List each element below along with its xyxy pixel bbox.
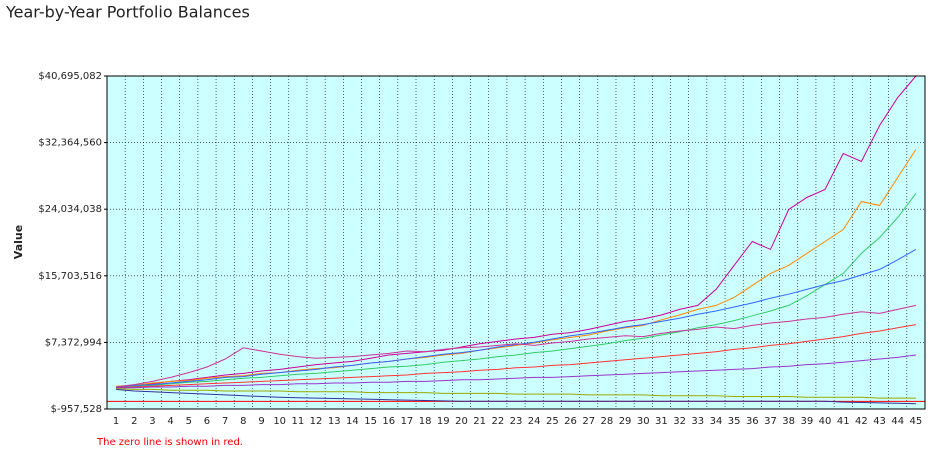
series-line: [116, 354, 916, 389]
x-tick-label: 7: [222, 416, 228, 427]
x-tick-label: 45: [910, 416, 923, 427]
x-tick-label: 40: [819, 416, 832, 427]
y-tick-label: $24,034,038: [38, 204, 102, 215]
x-tick-label: 29: [619, 416, 632, 427]
series-line: [116, 388, 916, 405]
x-tick-label: 26: [564, 416, 577, 427]
y-tick-label: $7,372,994: [45, 337, 102, 348]
x-tick-label: 15: [364, 416, 377, 427]
x-tick-label: 25: [546, 416, 559, 427]
x-tick-label: 6: [204, 416, 210, 427]
x-tick-label: 31: [655, 416, 668, 427]
x-tick-label: 21: [473, 416, 486, 427]
x-tick-label: 1: [113, 416, 119, 427]
x-tick-label: 33: [691, 416, 704, 427]
x-tick-label: 30: [637, 416, 650, 427]
x-tick-label: 22: [491, 416, 504, 427]
x-tick-label: 23: [510, 416, 523, 427]
x-tick-label: 10: [273, 416, 286, 427]
x-tick-label: 4: [167, 416, 173, 427]
x-tick-label: 13: [328, 416, 341, 427]
x-tick-label: 17: [401, 416, 414, 427]
series-line: [116, 324, 916, 389]
x-tick-label: 12: [310, 416, 323, 427]
x-tick-label: 43: [873, 416, 886, 427]
x-tick-label: 27: [582, 416, 595, 427]
x-tick-label: 11: [291, 416, 304, 427]
plot-border: [106, 75, 926, 410]
y-tick-label: $32,364,560: [38, 138, 102, 149]
x-tick-label: 41: [837, 416, 850, 427]
x-tick-label: 28: [601, 416, 614, 427]
y-tick-label: $-957,528: [51, 404, 102, 415]
series-line: [116, 193, 917, 389]
x-tick-label: 35: [728, 416, 741, 427]
series-line: [116, 149, 917, 387]
x-tick-label: 2: [131, 416, 137, 427]
y-tick-label: $15,703,516: [38, 271, 102, 282]
x-tick-label: 38: [782, 416, 795, 427]
x-tick-label: 3: [149, 416, 155, 427]
y-axis-label: Value: [12, 225, 25, 259]
x-tick-label: 42: [855, 416, 868, 427]
x-tick-label: 32: [673, 416, 686, 427]
x-tick-label: 8: [240, 416, 246, 427]
x-tick-label: 5: [186, 416, 192, 427]
x-tick-label: 44: [891, 416, 904, 427]
x-tick-label: 14: [346, 416, 359, 427]
x-tick-label: 16: [382, 416, 395, 427]
chart-title: Year-by-Year Portfolio Balances: [5, 3, 250, 22]
x-tick-label: 20: [455, 416, 468, 427]
x-tick-label: 37: [764, 416, 777, 427]
x-tick-label: 39: [800, 416, 813, 427]
footnote: The zero line is shown in red.: [96, 437, 243, 448]
series-line: [116, 248, 917, 388]
y-tick-label: $40,695,082: [38, 71, 102, 82]
x-tick-label: 24: [528, 416, 541, 427]
x-tick-label: 36: [746, 416, 759, 427]
series-line: [116, 75, 917, 388]
x-tick-label: 18: [419, 416, 432, 427]
x-tick-label: 9: [258, 416, 264, 427]
series-line: [116, 304, 917, 388]
x-tick-label: 34: [710, 416, 723, 427]
series-line: [116, 388, 916, 399]
plot-background: [107, 76, 925, 409]
x-tick-label: 19: [437, 416, 450, 427]
